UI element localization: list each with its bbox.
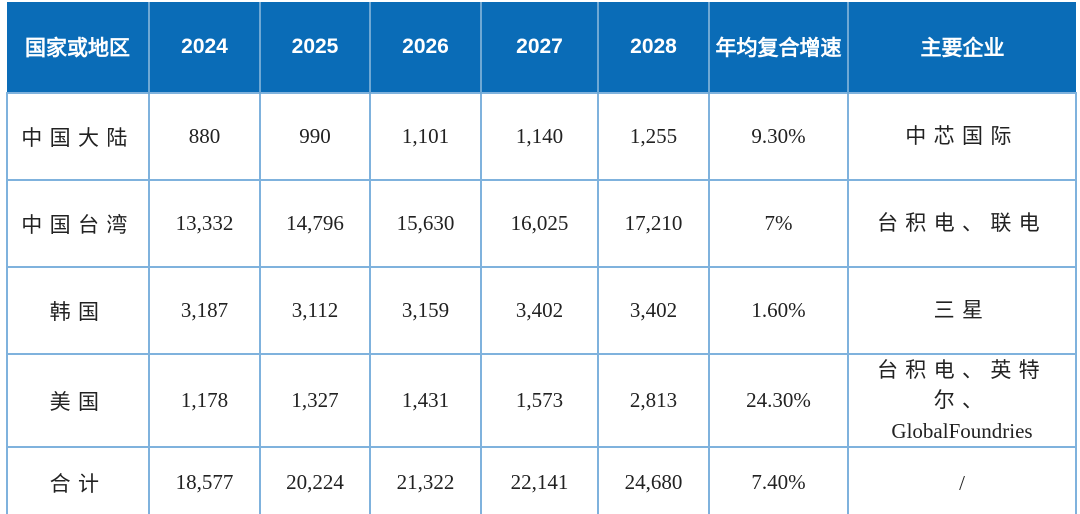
foundry-market-forecast-table: 国家或地区 2024 2025 2026 2027 2028 年均复合增速 主要… <box>6 2 1077 514</box>
value-cell-2028: 17,210 <box>597 179 710 268</box>
value-cell-2028: 2,813 <box>597 352 710 449</box>
region-cell: 中国大陆 <box>6 92 150 181</box>
region-cell: 合计 <box>6 446 150 514</box>
value-cell-2027: 22,141 <box>480 446 599 514</box>
value-cell-2024: 18,577 <box>148 446 261 514</box>
cagr-cell: 24.30% <box>708 352 849 449</box>
region-cell: 韩国 <box>6 266 150 355</box>
value-cell-2028: 3,402 <box>597 266 710 355</box>
column-header-2026: 2026 <box>369 2 481 93</box>
column-header-2025: 2025 <box>259 2 370 93</box>
value-cell-2028: 24,680 <box>597 446 710 514</box>
company-name: / <box>959 470 965 495</box>
value-cell-2027: 3,402 <box>480 266 599 355</box>
value-cell-2024: 13,332 <box>148 179 261 268</box>
company-cell: 三星 <box>847 266 1077 355</box>
value-cell-2024: 3,187 <box>148 266 261 355</box>
cagr-cell: 7.40% <box>708 446 849 514</box>
region-cell: 中国台湾 <box>6 179 150 268</box>
value-cell-2024: 1,178 <box>148 352 261 449</box>
company-name: 中芯国际 <box>905 124 1019 149</box>
company-cell: 台积电、英特尔、 GlobalFoundries <box>847 352 1077 449</box>
table-row-china-taiwan: 中国台湾 13,332 14,796 15,630 16,025 17,210 … <box>6 179 1077 268</box>
column-header-2028: 2028 <box>597 2 709 93</box>
value-cell-2026: 1,101 <box>369 92 482 181</box>
company-cell: 中芯国际 <box>847 92 1077 181</box>
value-cell-2026: 15,630 <box>369 179 482 268</box>
value-cell-2025: 990 <box>259 92 371 181</box>
value-cell-2024: 880 <box>148 92 261 181</box>
company-cell: / <box>847 446 1077 514</box>
value-cell-2027: 16,025 <box>480 179 599 268</box>
value-cell-2025: 14,796 <box>259 179 371 268</box>
column-header-2024: 2024 <box>148 2 260 93</box>
value-cell-2025: 1,327 <box>259 352 371 449</box>
value-cell-2027: 1,140 <box>480 92 599 181</box>
value-cell-2026: 3,159 <box>369 266 482 355</box>
value-cell-2025: 3,112 <box>259 266 371 355</box>
table-row-usa: 美国 1,178 1,327 1,431 1,573 2,813 24.30% … <box>6 352 1077 449</box>
company-cell: 台积电、联电 <box>847 179 1077 268</box>
region-cell: 美国 <box>6 352 150 449</box>
value-cell-2027: 1,573 <box>480 352 599 449</box>
cagr-cell: 9.30% <box>708 92 849 181</box>
company-name: GlobalFoundries <box>891 418 1033 443</box>
value-cell-2026: 21,322 <box>369 446 482 514</box>
foundry-market-forecast-table-wrap: 国家或地区 2024 2025 2026 2027 2028 年均复合增速 主要… <box>6 2 1077 514</box>
company-name: 三星 <box>933 298 991 323</box>
company-name: 台积电、英特尔、 <box>876 358 1048 413</box>
cagr-cell: 7% <box>708 179 849 268</box>
cagr-cell: 1.60% <box>708 266 849 355</box>
table-row-total: 合计 18,577 20,224 21,322 22,141 24,680 7.… <box>6 446 1077 514</box>
column-header-cagr: 年均复合增速 <box>708 2 848 93</box>
value-cell-2025: 20,224 <box>259 446 371 514</box>
column-header-region: 国家或地区 <box>7 2 149 93</box>
value-cell-2028: 1,255 <box>597 92 710 181</box>
table-row-korea: 韩国 3,187 3,112 3,159 3,402 3,402 1.60% 三… <box>6 266 1077 355</box>
column-header-companies: 主要企业 <box>847 2 1076 93</box>
value-cell-2026: 1,431 <box>369 352 482 449</box>
table-header-row: 国家或地区 2024 2025 2026 2027 2028 年均复合增速 主要… <box>7 2 1076 93</box>
column-header-2027: 2027 <box>480 2 598 93</box>
company-name: 台积电、联电 <box>876 211 1048 236</box>
table-row-china-mainland: 中国大陆 880 990 1,101 1,140 1,255 9.30% 中芯国… <box>6 92 1077 181</box>
